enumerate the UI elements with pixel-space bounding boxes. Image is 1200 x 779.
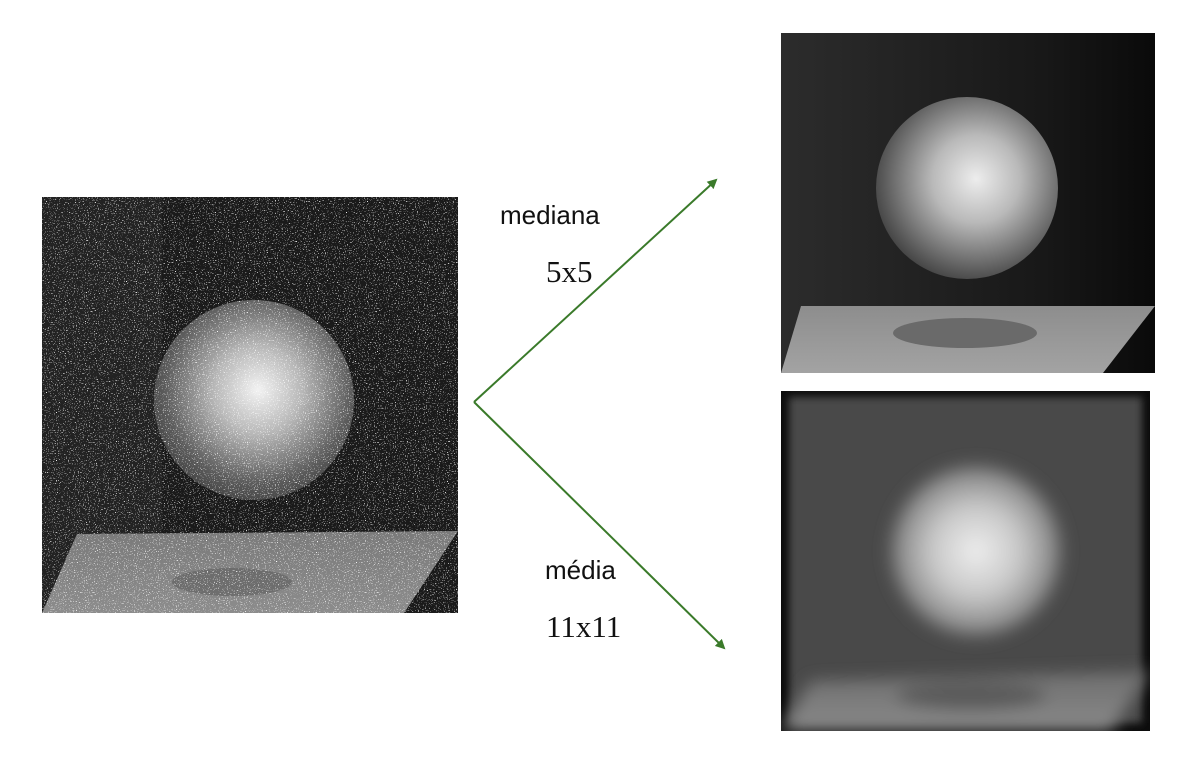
median-filtered-image [781, 33, 1155, 373]
mean-filtered-image [781, 391, 1150, 731]
median-filter-label: mediana [500, 200, 600, 230]
median-filter-size: 5x5 [546, 254, 593, 289]
mean-filter-size: 11x11 [546, 609, 622, 644]
noisy-input-image [42, 197, 458, 613]
mean-filter-label: média [545, 555, 616, 585]
